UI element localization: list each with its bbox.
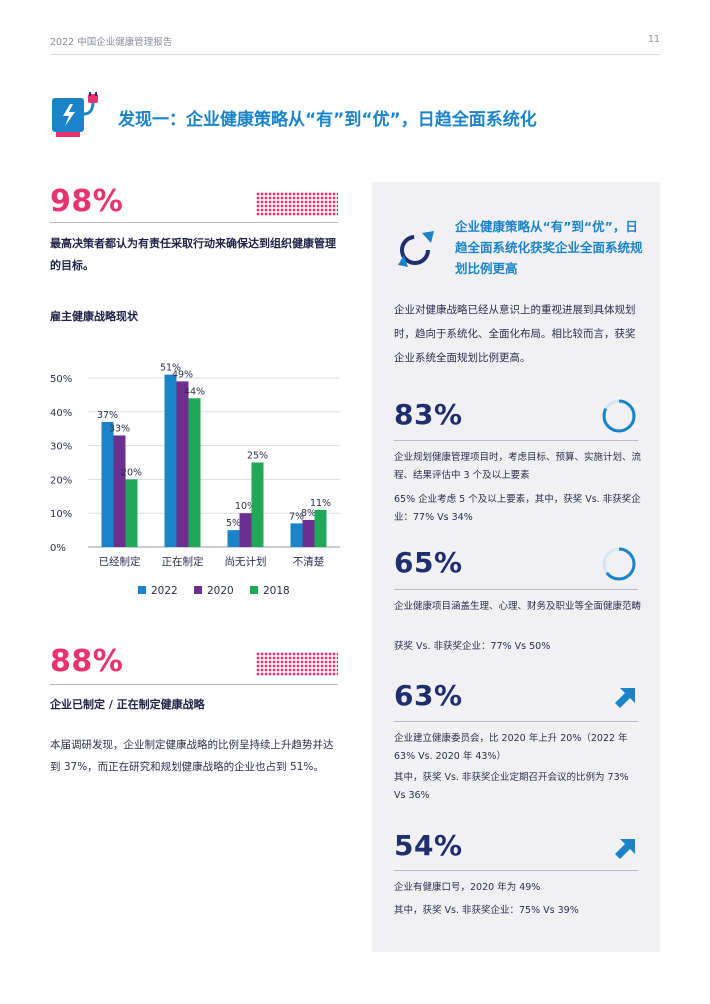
stat-98-description: 最高决策者都认为有责任采取行动来确保达到组织健康管理的目标。 <box>50 237 336 272</box>
stat-88-value: 88% <box>50 644 124 679</box>
data-label: 5% <box>226 518 241 529</box>
x-tick-label: 已经制定 <box>99 555 141 568</box>
strategy-bar-chart: 0% 10% 20% 30% 40% 50% 37% 33% 20% 已经制定 51%49% 44% 正… <box>50 363 340 597</box>
data-label: 51% <box>160 363 181 374</box>
data-label: 20% <box>121 467 142 478</box>
panel-title: 企业健康策略从“有”到“优”，日趋全面系统化获奖企业全面系统规划比例更高 <box>455 219 643 276</box>
x-tick-label: 正在制定 <box>162 555 204 568</box>
panel-stat-text: 获奖 Vs. 非获奖企业：77% Vs 50% <box>394 641 551 652</box>
panel-stat-text: 企业规划健康管理项目时，考虑目标、预算、实施计划、流程、结果评估中 3 个及以上… <box>394 452 642 481</box>
page-header: 2022 中国企业健康管理报告 11 <box>50 32 660 55</box>
y-tick-label: 40% <box>50 408 72 419</box>
data-label: 33% <box>109 423 130 434</box>
y-tick-label: 0% <box>50 543 66 554</box>
bar-2022-3 <box>290 523 303 547</box>
divider <box>394 589 638 590</box>
data-label: 37% <box>97 410 118 421</box>
data-label: 11% <box>310 498 331 509</box>
data-label: 10% <box>235 501 256 512</box>
chart-heading: 雇主健康战略现状 <box>50 310 138 323</box>
divider <box>50 684 338 685</box>
bar-2020-1 <box>176 381 189 547</box>
bar-2018-0 <box>125 479 138 547</box>
divider <box>394 870 638 871</box>
y-tick-label: 10% <box>50 509 72 520</box>
progress-ring-icon <box>602 399 636 433</box>
progress-ring-icon <box>602 547 636 581</box>
panel-stat-text: 企业有健康口号，2020 年为 49% <box>394 882 541 893</box>
stat-98-value: 98% <box>50 184 124 219</box>
x-tick-label: 尚无计划 <box>225 555 267 568</box>
panel-stat-text: 企业建立健康委员会，比 2020 年上升 20%（2022 年 63% Vs. … <box>394 733 628 762</box>
bar-2018-3 <box>314 509 327 547</box>
bar-2018-1 <box>188 398 201 547</box>
data-label: 25% <box>247 451 268 462</box>
report-title: 2022 中国企业健康管理报告 <box>50 37 173 48</box>
arrow-up-right-icon <box>615 839 635 859</box>
decorative-dots <box>256 652 338 676</box>
page-number: 11 <box>647 34 660 45</box>
cycle-arrows-icon <box>398 231 434 267</box>
divider <box>50 222 338 223</box>
panel-intro: 企业对健康战略已经从意识上的重视进展到具体规划时，趋向于系统化、全面化布局。相比… <box>394 304 636 364</box>
bar-2020-3 <box>302 519 315 547</box>
legend-label: 2020 <box>207 585 234 597</box>
y-tick-label: 20% <box>50 475 72 486</box>
panel-stat-value: 54% <box>394 829 463 862</box>
data-label: 44% <box>184 386 205 397</box>
legend-label: 2018 <box>263 585 290 597</box>
bar-2018-2 <box>251 462 264 547</box>
legend-label: 2022 <box>151 585 178 597</box>
bar-2020-0 <box>113 435 126 547</box>
y-tick-label: 30% <box>50 442 72 453</box>
divider <box>394 721 638 722</box>
panel-stat-value: 63% <box>394 679 463 712</box>
x-tick-label: 不清楚 <box>293 555 325 568</box>
stat-88-body: 本届调研发现，企业制定健康战略的比例呈持续上升趋势并达到 37%，而正在研究和规… <box>50 739 334 773</box>
panel-stat-text: 其中，获奖 Vs. 非获奖企业：75% Vs 39% <box>394 905 579 916</box>
panel-stat-value: 65% <box>394 546 463 579</box>
panel-stat-text: 企业健康项目涵盖生理、心理、财务及职业等全面健康范畴 <box>394 601 642 612</box>
page-title: 发现一：企业健康策略从“有”到“优”，日趋全面系统化 <box>118 110 537 130</box>
data-label: 7% <box>289 511 304 522</box>
arrow-up-right-icon <box>615 688 635 708</box>
panel-stat-text: 其中，获奖 Vs. 非获奖企业定期召开会议的比例为 73% Vs 36% <box>394 772 629 801</box>
panel-stat-text: 65% 企业考虑 5 个及以上要素，其中，获奖 Vs. 非获奖企业：77% Vs… <box>394 494 641 523</box>
charging-plug-icon <box>52 92 98 137</box>
y-tick-label: 50% <box>50 374 72 385</box>
legend-swatch <box>138 586 146 594</box>
bar-2022-1 <box>164 374 177 547</box>
divider <box>394 440 638 441</box>
bar-2022-2 <box>227 530 240 547</box>
stat-88-heading: 企业已制定 / 正在制定健康战略 <box>50 698 205 711</box>
bar-2022-0 <box>101 421 114 547</box>
bar-2020-2 <box>239 513 252 547</box>
data-label: 49% <box>172 369 193 380</box>
panel-stat-value: 83% <box>394 398 463 431</box>
data-label: 8% <box>301 508 316 519</box>
summary-panel <box>372 182 660 952</box>
legend-swatch <box>194 586 202 594</box>
decorative-dots <box>256 192 338 216</box>
legend-swatch <box>250 586 258 594</box>
